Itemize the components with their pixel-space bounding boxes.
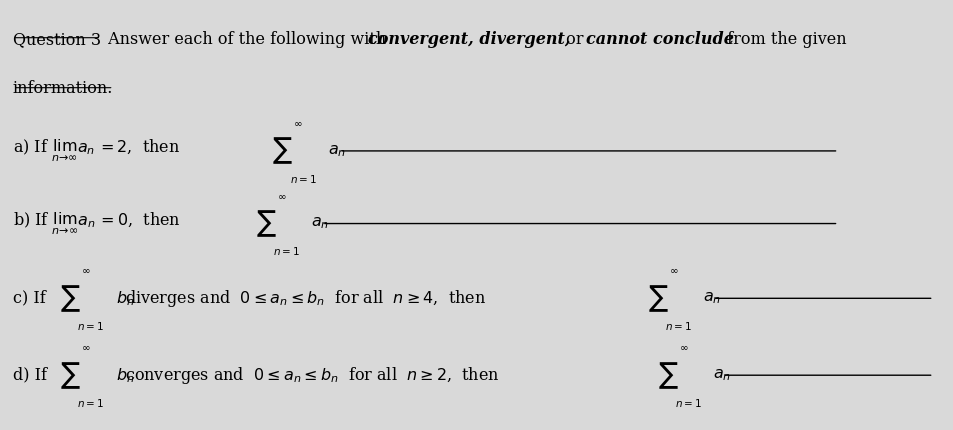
- Text: $a_n$: $a_n$: [312, 216, 329, 231]
- Text: $\infty$: $\infty$: [678, 342, 687, 353]
- Text: convergent, divergent,: convergent, divergent,: [367, 31, 570, 48]
- Text: $\infty$: $\infty$: [81, 266, 91, 276]
- Text: converges and  $0 \leq a_n \leq b_n$  for all  $n \geq 2$,  then: converges and $0 \leq a_n \leq b_n$ for …: [120, 365, 505, 386]
- Text: $n=1$: $n=1$: [77, 320, 104, 332]
- Text: $\sum$: $\sum$: [60, 360, 81, 390]
- Text: from the given: from the given: [721, 31, 846, 48]
- Text: $n=1$: $n=1$: [290, 173, 316, 185]
- Text: $n=1$: $n=1$: [674, 397, 701, 409]
- Text: $b_n$: $b_n$: [115, 289, 133, 307]
- Text: $\sum$: $\sum$: [657, 360, 678, 390]
- Text: cannot conclude: cannot conclude: [586, 31, 734, 48]
- Text: $\infty$: $\infty$: [294, 118, 303, 128]
- Text: $a_n$: $a_n$: [327, 143, 345, 159]
- Text: b) If $\lim_{n \to \infty} a_n = 0$,  then: b) If $\lim_{n \to \infty} a_n = 0$, the…: [12, 210, 186, 236]
- Text: $\sum$: $\sum$: [273, 135, 293, 166]
- Text: Question 3: Question 3: [12, 31, 101, 48]
- Text: Answer each of the following with: Answer each of the following with: [103, 31, 391, 48]
- Text: or: or: [560, 31, 588, 48]
- Text: d) If: d) If: [12, 367, 57, 384]
- Text: $a_n$: $a_n$: [712, 367, 730, 383]
- Text: $\sum$: $\sum$: [647, 283, 668, 313]
- Text: $\infty$: $\infty$: [277, 191, 287, 201]
- Text: $n=1$: $n=1$: [77, 397, 104, 409]
- Text: $\sum$: $\sum$: [60, 283, 81, 313]
- Text: $n=1$: $n=1$: [274, 245, 300, 257]
- Text: information.: information.: [12, 80, 113, 98]
- Text: $n=1$: $n=1$: [664, 320, 692, 332]
- Text: $\infty$: $\infty$: [81, 342, 91, 353]
- Text: $b_n$: $b_n$: [115, 366, 133, 384]
- Text: diverges and  $0 \leq a_n \leq b_n$  for all  $n \geq 4$,  then: diverges and $0 \leq a_n \leq b_n$ for a…: [120, 288, 492, 309]
- Text: $a_n$: $a_n$: [702, 290, 720, 306]
- Text: $\sum$: $\sum$: [256, 208, 276, 239]
- Text: $\infty$: $\infty$: [668, 266, 678, 276]
- Text: c) If: c) If: [12, 290, 55, 307]
- Text: a) If $\lim_{n \to \infty} a_n = 2$,  then: a) If $\lim_{n \to \infty} a_n = 2$, the…: [12, 138, 185, 164]
